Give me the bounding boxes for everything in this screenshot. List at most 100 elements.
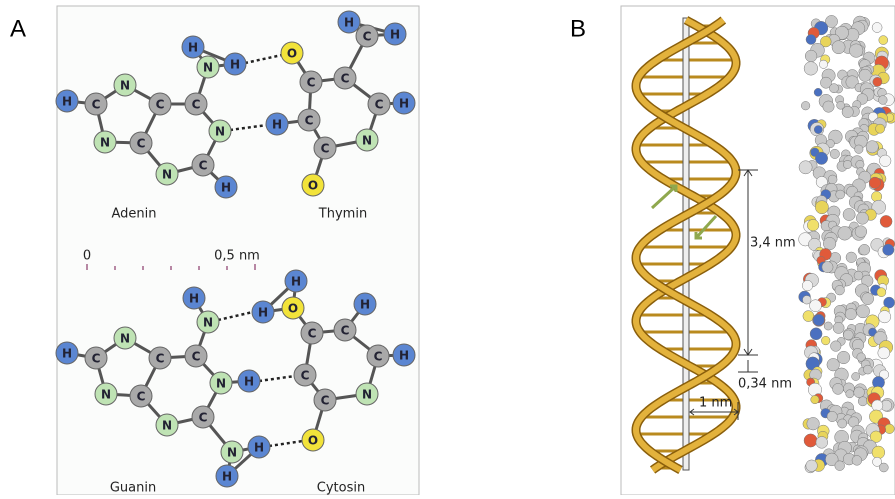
- atom-sphere: [816, 437, 828, 449]
- atom-label: C: [374, 350, 383, 364]
- atom-sphere: [815, 152, 827, 164]
- atom-label: C: [321, 142, 330, 156]
- atom-label: C: [321, 394, 330, 408]
- atom-label: C: [137, 390, 146, 404]
- measure-label: 1 nm: [699, 396, 732, 411]
- caption: Guanin: [110, 481, 156, 496]
- atom-sphere: [843, 160, 851, 168]
- atom-label: H: [344, 16, 354, 30]
- panel-label: A: [10, 15, 26, 42]
- atom-sphere: [873, 77, 882, 86]
- atom-label: N: [215, 125, 225, 139]
- atom-label: H: [399, 97, 409, 111]
- atom-sphere: [819, 60, 827, 68]
- caption: Thymin: [318, 207, 367, 222]
- atom-label: N: [162, 419, 172, 433]
- atom-label: H: [230, 58, 240, 72]
- atom-sphere: [866, 141, 878, 153]
- atom-label: H: [254, 441, 264, 455]
- atom-label: C: [341, 72, 350, 86]
- atom-sphere: [846, 252, 857, 263]
- atom-label: H: [390, 28, 400, 42]
- atom-sphere: [806, 460, 818, 472]
- atom-label: H: [291, 275, 301, 289]
- atom-label: C: [308, 327, 317, 341]
- atom-label: O: [288, 302, 298, 316]
- scale-start: 0: [83, 249, 91, 264]
- atom-sphere: [829, 84, 838, 93]
- measure-label: 0,34 nm: [738, 377, 792, 392]
- atom-sphere: [879, 463, 888, 472]
- atom-sphere: [810, 328, 822, 340]
- atom-sphere: [828, 175, 837, 184]
- atom-label: N: [203, 316, 213, 330]
- atom-sphere: [827, 411, 837, 421]
- atom-sphere: [814, 88, 822, 96]
- atom-label: O: [308, 434, 318, 448]
- atom-label: N: [120, 79, 130, 93]
- atom-label: C: [305, 114, 314, 128]
- atom-sphere: [856, 212, 868, 224]
- atom-sphere: [856, 305, 869, 318]
- atom-label: C: [199, 411, 208, 425]
- atom-sphere: [813, 314, 824, 325]
- atom-label: N: [100, 136, 110, 150]
- atom-label: N: [362, 134, 372, 148]
- atom-sphere: [815, 201, 828, 214]
- atom-sphere: [831, 341, 842, 352]
- atom-label: O: [287, 47, 297, 61]
- atom-label: C: [92, 352, 101, 366]
- atom-label: C: [199, 159, 208, 173]
- atom-sphere: [880, 215, 892, 227]
- atom-sphere: [804, 434, 817, 447]
- atom-sphere: [872, 446, 885, 459]
- atom-sphere: [885, 424, 895, 434]
- atom-sphere: [877, 288, 886, 297]
- atom-sphere: [830, 149, 839, 158]
- atom-label: H: [62, 347, 72, 361]
- atom-label: N: [203, 61, 213, 75]
- atom-sphere: [837, 351, 850, 364]
- atom-sphere: [803, 296, 812, 305]
- atom-label: H: [189, 292, 199, 306]
- atom-sphere: [799, 161, 812, 174]
- atom-label: C: [301, 369, 310, 383]
- atom-sphere: [863, 365, 872, 374]
- atom-sphere: [802, 280, 813, 291]
- atom-label: H: [222, 470, 232, 484]
- atom-sphere: [879, 36, 888, 45]
- atom-label: H: [221, 181, 231, 195]
- axis-rod: [683, 18, 689, 470]
- panel-label: B: [570, 15, 586, 42]
- atom-sphere: [814, 126, 822, 134]
- atom-label: H: [244, 375, 254, 389]
- atom-label: H: [360, 298, 370, 312]
- atom-sphere: [878, 311, 890, 323]
- atom-label: C: [363, 30, 372, 44]
- atom-sphere: [878, 96, 887, 105]
- atom-sphere: [804, 62, 818, 76]
- atom-sphere: [810, 300, 822, 312]
- atom-sphere: [872, 400, 883, 411]
- atom-sphere: [876, 124, 885, 133]
- atom-sphere: [803, 311, 814, 322]
- atom-sphere: [869, 177, 880, 188]
- atom-label: C: [341, 324, 350, 338]
- atom-label: H: [188, 41, 198, 55]
- atom-label: C: [137, 137, 146, 151]
- atom-sphere: [854, 387, 865, 398]
- atom-label: N: [162, 168, 172, 182]
- atom-sphere: [858, 397, 867, 406]
- atom-label: C: [192, 98, 201, 112]
- atom-label: C: [156, 352, 165, 366]
- atom-sphere: [878, 347, 890, 359]
- atom-sphere: [838, 226, 852, 240]
- atom-sphere: [823, 101, 834, 112]
- atom-sphere: [833, 383, 844, 394]
- atom-label: N: [227, 446, 237, 460]
- atom-sphere: [852, 456, 862, 466]
- atom-sphere: [855, 226, 867, 238]
- atom-sphere: [835, 461, 845, 471]
- caption: Adenin: [111, 207, 156, 222]
- atom-sphere: [824, 322, 832, 330]
